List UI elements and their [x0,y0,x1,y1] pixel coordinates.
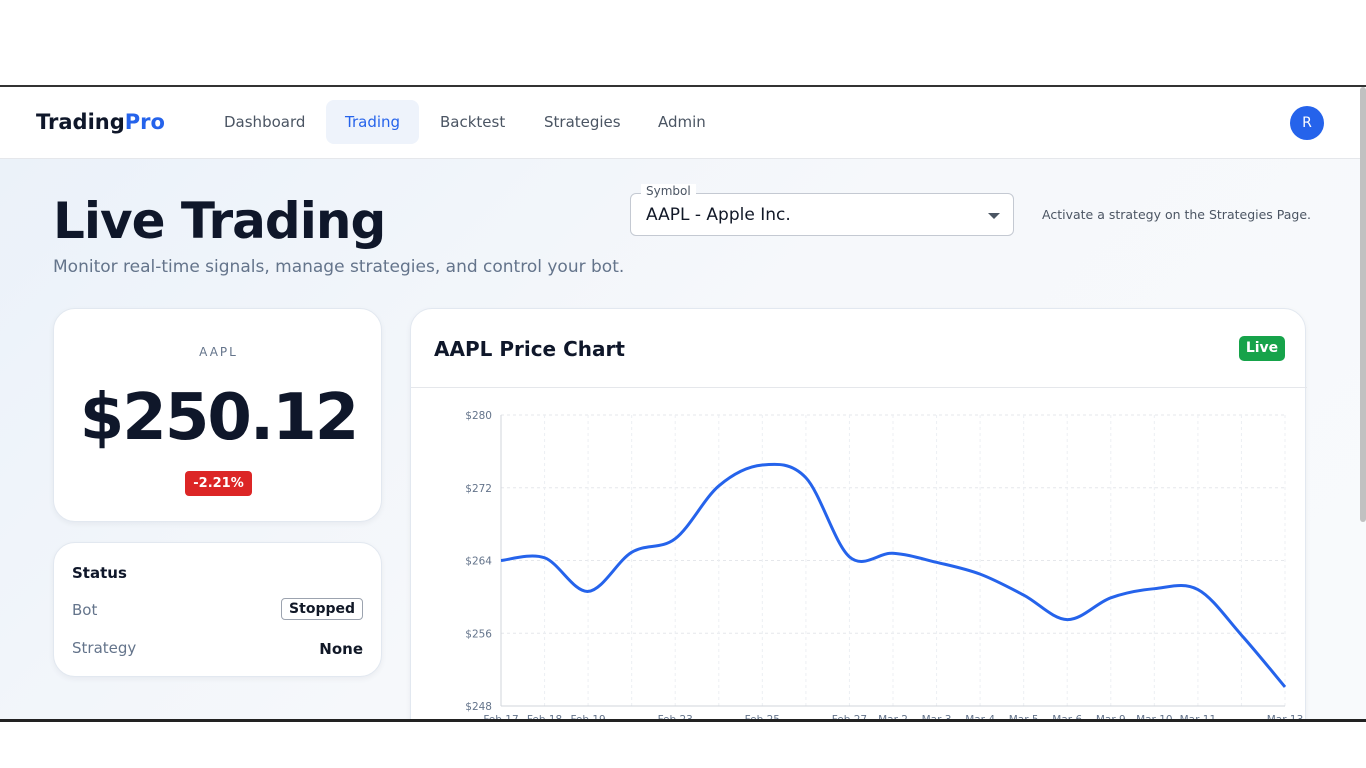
nav-link[interactable]: Strategies [544,113,621,131]
avatar[interactable]: R [1290,106,1324,140]
x-tick-label: Mar 2 [878,714,908,720]
status-pill: Stopped [281,598,363,620]
status-card: Status Bot Stopped Strategy None [53,542,382,677]
quote-symbol: AAPL [199,345,238,359]
chart: $248 $256 $264 $272 $280 Feb 17 Feb 18 Feb 19 Fe… [465,410,1304,720]
status-title: Status [72,564,127,582]
quote-change: -2.21% [185,471,252,496]
select-value: AAPL - Apple Inc. [646,205,791,225]
y-tick-label: $280 [465,410,492,422]
nav-link[interactable]: Admin [658,113,706,131]
live-badge: Live [1239,336,1285,361]
nav-link[interactable]: Trading [326,100,420,144]
x-tick-label: Mar 5 [1009,714,1039,720]
x-tick-label: Mar 4 [965,714,995,720]
nav-link[interactable]: Dashboard [224,113,306,131]
navbar: TradingPro Dashboard Trading Backtest St… [0,87,1366,159]
caret [988,213,1000,219]
select-label: Symbol [641,184,696,198]
x-tick-label: Mar 3 [922,714,952,720]
nav-link[interactable]: Backtest [440,113,506,131]
x-tick-label: Feb 18 [527,714,562,720]
bottom-bar [0,719,1366,722]
brand[interactable]: TradingPro [36,110,165,134]
page-subtitle: Monitor real-time signals, manage strate… [53,257,625,277]
hint: Activate a strategy on the Strategies Pa… [1042,207,1312,222]
x-tick-label: Mar 6 [1052,714,1082,720]
brand-text: Trading [36,110,125,134]
chart-card: AAPL Price Chart Live $248 $256 $264 $272 $2… [410,308,1307,720]
divider [411,387,1307,388]
quote-card: AAPL $250.12 -2.21% [53,308,382,522]
quote-price: $250.12 [79,381,360,455]
status-value: None [319,640,363,658]
status-label: Strategy [72,639,137,657]
x-tick-label: Feb 23 [658,714,693,720]
y-tick-label: $272 [465,483,492,495]
x-tick-label: Feb 27 [832,714,867,720]
x-tick-label: Feb 25 [745,714,780,720]
x-tick-label: Mar 9 [1096,714,1126,720]
y-tick-label: $264 [465,556,492,568]
y-tick-label: $248 [465,701,492,713]
status-label: Bot [72,601,98,619]
y-tick-label: $256 [465,628,492,640]
page-title: Live Trading [53,192,386,250]
x-tick-label: Feb 19 [570,714,605,720]
x-tick-label: Mar 10 [1136,714,1173,720]
scrollbar [1360,87,1366,522]
brand-accent: Pro [124,110,165,134]
price-line [500,462,1287,688]
symbol-select[interactable]: Symbol AAPL - Apple Inc. [630,184,1014,236]
x-tick-label: Feb 17 [483,714,518,720]
x-tick-label: Mar 13 [1267,714,1304,720]
chart-title: AAPL Price Chart [434,337,625,361]
app: TradingPro Dashboard Trading Backtest St… [0,85,1366,720]
x-tick-label: Mar 11 [1180,714,1217,720]
